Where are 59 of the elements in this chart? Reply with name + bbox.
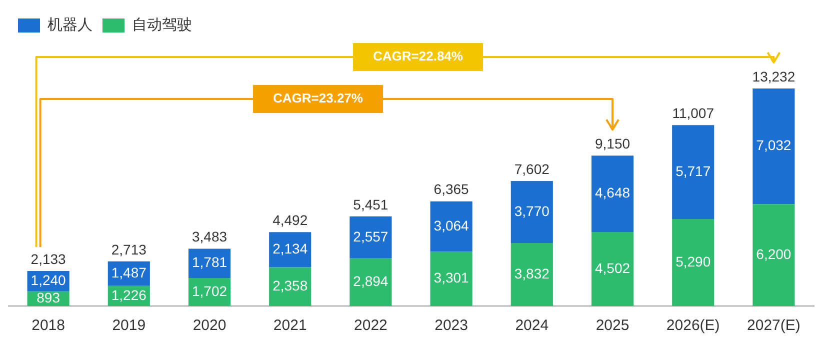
data-label: 3,770 bbox=[514, 202, 550, 219]
bar bbox=[672, 219, 714, 306]
bar bbox=[269, 232, 312, 268]
x-tick-label: 2019 bbox=[112, 317, 146, 334]
data-label: 2,894 bbox=[353, 273, 388, 290]
total-label: 6,365 bbox=[434, 181, 470, 198]
bar bbox=[350, 216, 392, 258]
x-tick-label: 2026(E) bbox=[666, 317, 720, 334]
total-label: 11,007 bbox=[672, 104, 714, 121]
data-label: 2,134 bbox=[272, 240, 308, 257]
data-label: 1,702 bbox=[192, 282, 228, 299]
x-tick-label: 2025 bbox=[596, 317, 630, 334]
legend-label: 机器人 bbox=[48, 16, 92, 34]
data-label: 1,487 bbox=[111, 264, 147, 280]
bar bbox=[591, 156, 634, 232]
legend-label: 自动驾驶 bbox=[132, 16, 192, 34]
annotation: CAGR=23.27% bbox=[273, 90, 364, 106]
data-label: 3,832 bbox=[514, 265, 550, 282]
x-tick-label: 2018 bbox=[32, 317, 65, 334]
data-label: 1,226 bbox=[111, 286, 147, 303]
x-tick-label: 2027(E) bbox=[747, 317, 800, 334]
bar bbox=[672, 125, 714, 220]
bar bbox=[430, 252, 472, 306]
data-label: 5,290 bbox=[676, 253, 711, 270]
total-label: 5,451 bbox=[353, 196, 388, 212]
data-label: 6,200 bbox=[756, 246, 792, 262]
total-label: 7,602 bbox=[514, 160, 550, 177]
data-label: 1,781 bbox=[192, 254, 228, 270]
bar bbox=[269, 267, 312, 306]
data-label: 3,301 bbox=[434, 270, 470, 286]
total-label: 9,150 bbox=[594, 135, 630, 152]
data-label: 4,502 bbox=[594, 260, 630, 276]
text: CAGR=22.84% bbox=[373, 48, 464, 64]
data-label: 2,557 bbox=[353, 228, 388, 244]
x-tick-label: 2021 bbox=[273, 317, 307, 334]
data-label: 893 bbox=[36, 290, 60, 306]
bar bbox=[510, 243, 553, 306]
data-label: 4,648 bbox=[594, 184, 630, 201]
data-label: 1,240 bbox=[30, 272, 66, 288]
bar bbox=[510, 181, 553, 244]
bar bbox=[188, 248, 231, 278]
x-tick-label: 2023 bbox=[434, 317, 468, 334]
total-label: 3,483 bbox=[192, 228, 228, 245]
total-label: 4,492 bbox=[272, 212, 308, 228]
data-label: 3,064 bbox=[434, 217, 470, 234]
total-label: 2,713 bbox=[111, 241, 147, 258]
bar bbox=[591, 232, 634, 306]
x-tick-label: 2020 bbox=[192, 317, 226, 334]
bar bbox=[350, 258, 392, 306]
bar bbox=[752, 204, 795, 306]
bar bbox=[752, 88, 795, 204]
data-label: 5,717 bbox=[676, 162, 711, 179]
total-label: 2,133 bbox=[30, 250, 66, 267]
bar bbox=[430, 201, 472, 252]
data-label: 2,358 bbox=[272, 277, 308, 294]
x-tick-label: 2024 bbox=[515, 317, 549, 334]
data-label: 7,032 bbox=[756, 137, 792, 154]
total-label: 13,232 bbox=[752, 68, 796, 84]
x-tick-label: 2022 bbox=[354, 317, 388, 334]
